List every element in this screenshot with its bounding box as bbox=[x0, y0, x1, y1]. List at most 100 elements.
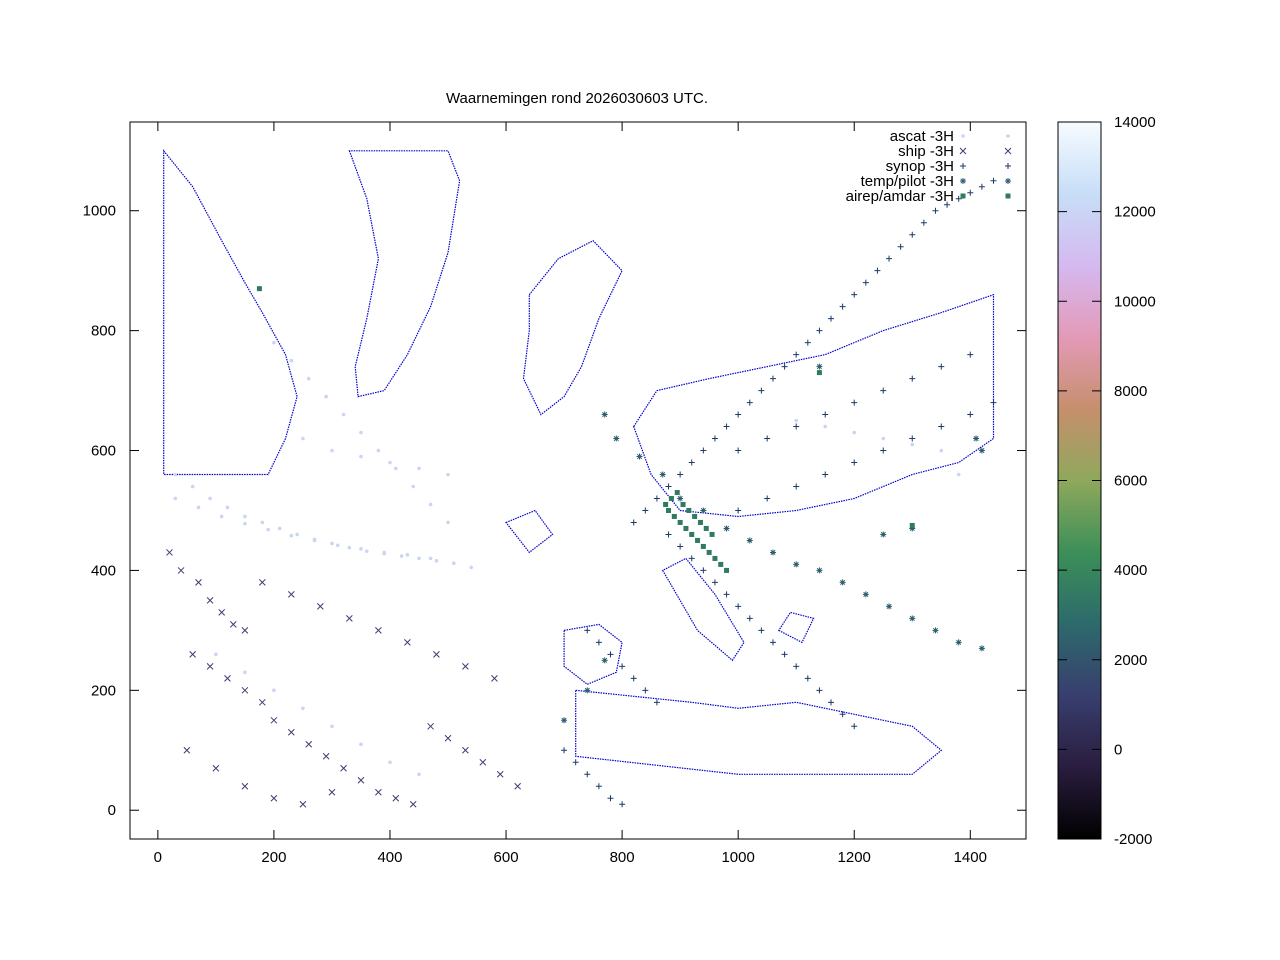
series-3-point-34 bbox=[677, 543, 684, 550]
series-4-point-9 bbox=[769, 549, 776, 556]
series-3-point-68 bbox=[880, 387, 887, 394]
series-1-point-7 bbox=[277, 526, 282, 531]
series-4-point-18 bbox=[978, 645, 985, 652]
series-2-point-32 bbox=[375, 627, 382, 634]
colorbar-tick-label: -2000 bbox=[1114, 831, 1152, 848]
series-5-point-10 bbox=[671, 513, 677, 519]
series-3-point-11 bbox=[746, 399, 753, 406]
series-5-point-1 bbox=[677, 519, 683, 525]
series-3-point-70 bbox=[938, 363, 945, 370]
series-1-point-38 bbox=[393, 466, 398, 471]
series-2-point-23 bbox=[444, 734, 452, 742]
series-3-point-17 bbox=[816, 327, 823, 334]
series-layer bbox=[166, 177, 997, 808]
coastline-3 bbox=[522, 239, 623, 416]
series-3-point-16 bbox=[804, 339, 811, 346]
series-2-point-4 bbox=[206, 597, 214, 604]
series-3-point-19 bbox=[839, 303, 846, 310]
series-5-point-21 bbox=[909, 522, 915, 528]
legend-label: airep/amdar -3H bbox=[846, 188, 954, 205]
series-5-point-8 bbox=[718, 561, 724, 567]
series-5-point-19 bbox=[703, 525, 709, 531]
series-1-point-19 bbox=[219, 514, 224, 519]
legend-entry-1: ascat -3H bbox=[890, 128, 1010, 145]
series-3-point-13 bbox=[769, 375, 776, 382]
series-1-point-8 bbox=[295, 532, 299, 537]
colorbar-tick-label: 14000 bbox=[1114, 114, 1156, 131]
series-1-point-59 bbox=[881, 436, 886, 441]
legend-label: temp/pilot -3H bbox=[861, 173, 954, 190]
series-4-point-26 bbox=[561, 717, 568, 724]
series-2-point-35 bbox=[462, 662, 469, 670]
series-3-point-49 bbox=[851, 723, 858, 730]
series-5-point-6 bbox=[706, 549, 712, 555]
series-2-point-20 bbox=[392, 794, 400, 802]
series-1-point-40 bbox=[428, 502, 433, 507]
series-5-point-18 bbox=[697, 519, 703, 525]
series-3-point-63 bbox=[735, 447, 742, 454]
series-1-point-25 bbox=[359, 547, 363, 551]
legend-label: synop -3H bbox=[886, 158, 954, 175]
series-1-point-26 bbox=[382, 550, 386, 555]
series-3-point-66 bbox=[822, 411, 829, 418]
series-1-point-39 bbox=[411, 484, 415, 489]
series-2-point-12 bbox=[258, 698, 266, 706]
series-1-point-34 bbox=[324, 394, 328, 399]
legend-sample-4a bbox=[960, 178, 966, 184]
series-4-point-17 bbox=[955, 639, 962, 646]
series-1-point-16 bbox=[434, 559, 439, 563]
series-3-point-58 bbox=[572, 759, 579, 766]
series-1-point-30 bbox=[469, 565, 474, 570]
series-4-point-13 bbox=[862, 591, 869, 598]
series-5-point-23 bbox=[256, 286, 262, 292]
series-1-point-57 bbox=[823, 424, 828, 429]
series-2-point-31 bbox=[346, 615, 353, 622]
series-4-point-5 bbox=[677, 495, 684, 502]
series-3-point-62 bbox=[619, 801, 626, 808]
series-3-point-26 bbox=[920, 219, 927, 226]
legend-sample-2a bbox=[959, 147, 967, 155]
series-1-point-28 bbox=[428, 556, 433, 561]
series-5-point-3 bbox=[689, 531, 695, 537]
series-2-point-7 bbox=[241, 627, 249, 634]
series-3-point-72 bbox=[735, 507, 742, 514]
series-4-point-23 bbox=[816, 363, 823, 370]
series-5-point-15 bbox=[680, 501, 686, 507]
series-3-point-18 bbox=[828, 315, 835, 322]
series-2 bbox=[166, 549, 522, 808]
series-3-point-14 bbox=[781, 363, 788, 370]
series-3-point-20 bbox=[851, 291, 858, 298]
series-5-point-5 bbox=[700, 543, 706, 549]
series-1-point-49 bbox=[243, 670, 247, 675]
series-2-point-21 bbox=[409, 800, 417, 808]
series-5-point-12 bbox=[663, 501, 669, 507]
series-3-point-30 bbox=[967, 189, 974, 196]
x-tick-label: 0 bbox=[154, 849, 162, 866]
series-3-point-35 bbox=[688, 555, 695, 562]
series-3-point-6 bbox=[688, 459, 695, 466]
series-5-point-2 bbox=[683, 525, 689, 531]
series-3-point-36 bbox=[700, 567, 707, 574]
series-1-point-43 bbox=[330, 448, 334, 453]
x-tick-label: 600 bbox=[494, 849, 519, 866]
legend-sample-1b bbox=[1006, 134, 1010, 138]
series-1-point-41 bbox=[446, 520, 450, 525]
series-3-point-46 bbox=[816, 687, 823, 694]
y-tick-label: 800 bbox=[91, 323, 116, 340]
series-1-point-23 bbox=[312, 538, 317, 543]
legend-sample-1a bbox=[961, 134, 965, 138]
series-3-point-54 bbox=[630, 675, 637, 682]
colorbar-tick-label: 6000 bbox=[1114, 473, 1147, 490]
series-1-point-1 bbox=[173, 472, 178, 477]
y-tick-label: 400 bbox=[91, 562, 116, 579]
series-3-point-57 bbox=[561, 747, 568, 754]
series-1-point-53 bbox=[359, 742, 363, 747]
legend-sample-3a bbox=[960, 163, 966, 169]
series-1-point-14 bbox=[399, 554, 404, 558]
legend-sample-2b bbox=[1004, 147, 1012, 155]
series-2-point-39 bbox=[241, 782, 249, 790]
series-1-point-35 bbox=[341, 412, 346, 417]
coastline-7 bbox=[575, 689, 943, 775]
coastline-9 bbox=[505, 509, 554, 554]
